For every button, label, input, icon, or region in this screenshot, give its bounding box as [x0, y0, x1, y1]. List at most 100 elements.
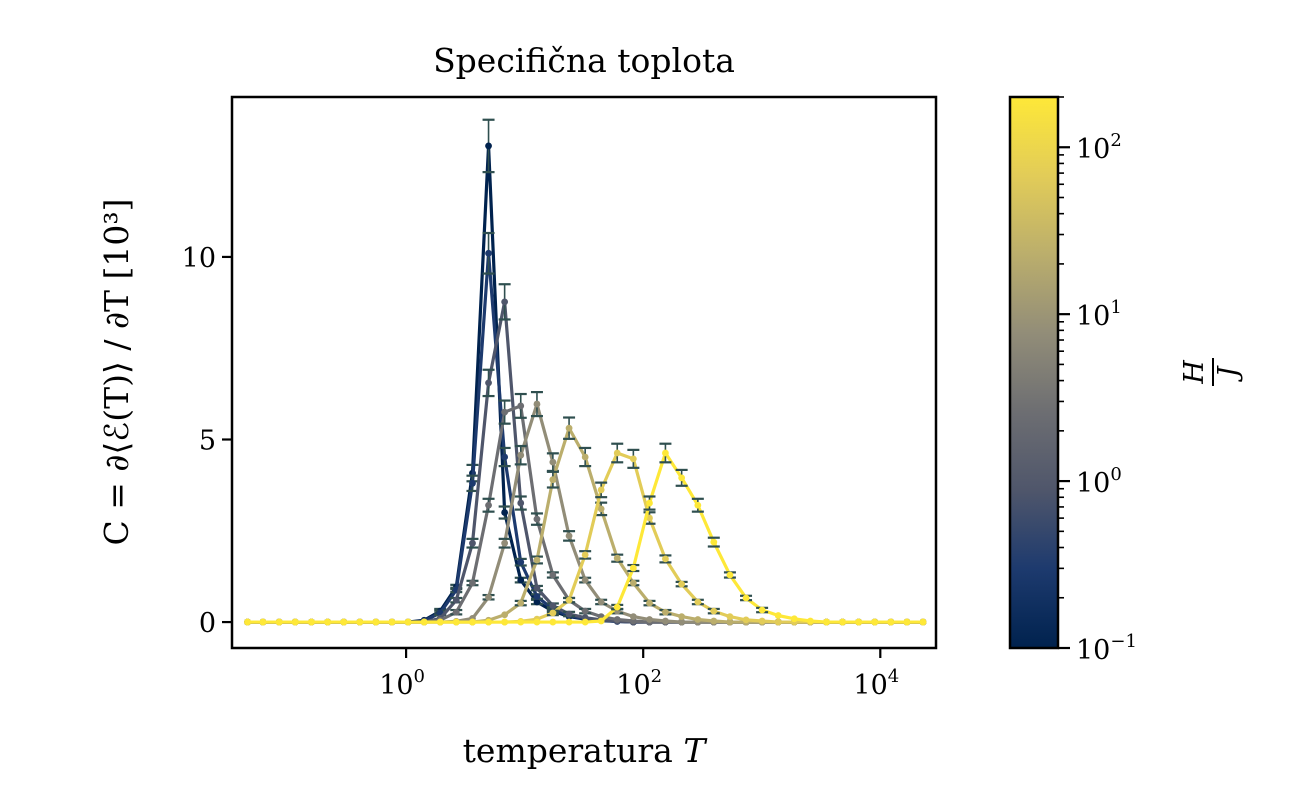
colorbar-tick-label: 10−1 — [1076, 631, 1137, 666]
data-point — [678, 613, 686, 620]
y-tick-label: 5 — [199, 426, 216, 457]
data-point — [823, 618, 830, 626]
data-point — [646, 599, 653, 607]
data-point — [774, 612, 782, 619]
data-point — [581, 576, 589, 584]
data-point — [597, 505, 605, 513]
series-line — [247, 451, 924, 624]
data-point — [919, 618, 927, 626]
series-line — [247, 251, 924, 624]
data-point — [517, 576, 525, 584]
data-point — [485, 142, 492, 150]
y-axis: 0 5 10 — [182, 243, 232, 639]
data-point — [613, 616, 621, 623]
data-point — [452, 608, 460, 616]
data-point — [517, 599, 525, 607]
data-point — [758, 606, 766, 614]
data-point — [485, 249, 492, 257]
data-point — [469, 579, 476, 587]
data-point — [581, 551, 589, 559]
data-point — [501, 539, 509, 547]
data-point — [436, 618, 444, 626]
data-point — [533, 584, 541, 592]
y-axis-label-unit: [10³] — [97, 198, 136, 279]
data-point — [549, 609, 557, 617]
data-point — [259, 618, 267, 626]
data-point — [678, 618, 686, 626]
data-point — [565, 610, 573, 618]
data-point — [871, 618, 879, 626]
data-point — [517, 618, 525, 626]
chart-title: Specifična toplota — [433, 41, 735, 80]
colorbar-tick-label: 102 — [1076, 130, 1122, 165]
colorbar — [1008, 95, 1060, 650]
data-point — [629, 455, 637, 463]
y-axis-label-formula: C = ∂⟨ℰ(T)⟩ / ∂T — [97, 290, 136, 546]
data-point — [855, 618, 863, 626]
data-point — [469, 618, 476, 626]
data-point — [549, 476, 557, 484]
data-point — [662, 617, 669, 625]
data-point — [485, 618, 492, 626]
data-point — [501, 453, 509, 461]
data-point — [726, 571, 734, 579]
series-7 — [244, 442, 927, 626]
data-point — [485, 501, 492, 509]
data-point — [485, 593, 492, 601]
data-point — [291, 618, 299, 626]
data-point — [565, 424, 573, 432]
colorbar-tick-label: 101 — [1076, 297, 1122, 332]
x-tick-label: 100 — [379, 666, 425, 701]
data-point — [244, 618, 251, 626]
data-point — [581, 453, 589, 461]
y-tick-label: 0 — [199, 608, 216, 639]
data-point — [549, 571, 557, 579]
data-point — [774, 618, 782, 626]
colorbar-label-denominator: J — [1213, 364, 1244, 382]
data-point — [549, 618, 557, 626]
colorbar-axis: 10−1 100 101 102 — [1058, 96, 1137, 666]
data-point — [404, 618, 412, 626]
y-axis-label: C = ∂⟨ℰ(T)⟩ / ∂T [10³] — [97, 198, 136, 545]
data-point — [533, 598, 541, 606]
x-axis-label: temperatura T — [463, 731, 709, 770]
data-point — [501, 618, 509, 626]
data-point — [597, 598, 605, 606]
data-point — [565, 532, 573, 540]
x-axis: 100 102 104 — [379, 648, 899, 701]
series-3 — [244, 392, 927, 626]
data-point — [646, 616, 653, 623]
data-point — [806, 617, 814, 625]
data-point — [533, 400, 541, 408]
data-point — [533, 556, 541, 564]
data-point — [501, 298, 509, 306]
data-point — [694, 616, 702, 623]
data-point — [742, 594, 750, 602]
data-point — [710, 607, 718, 615]
data-point — [420, 618, 428, 626]
data-point — [581, 607, 589, 615]
data-point — [726, 613, 734, 620]
data-point — [549, 602, 557, 610]
data-point — [613, 554, 621, 562]
data-point — [372, 618, 380, 626]
series-layer — [244, 118, 927, 626]
data-point — [565, 596, 573, 604]
data-point — [726, 618, 734, 626]
data-point — [581, 618, 589, 626]
data-point — [597, 617, 605, 625]
data-point — [903, 618, 911, 626]
data-point — [501, 408, 509, 416]
x-tick-label: 102 — [616, 666, 662, 701]
data-point — [678, 580, 686, 588]
data-point — [517, 451, 525, 459]
data-point — [452, 596, 460, 604]
data-point — [565, 618, 573, 626]
data-point — [662, 555, 669, 563]
data-point — [629, 579, 637, 587]
data-point — [613, 603, 621, 611]
series-line — [247, 451, 924, 624]
x-tick-label: 104 — [853, 666, 899, 701]
data-point — [469, 479, 476, 487]
